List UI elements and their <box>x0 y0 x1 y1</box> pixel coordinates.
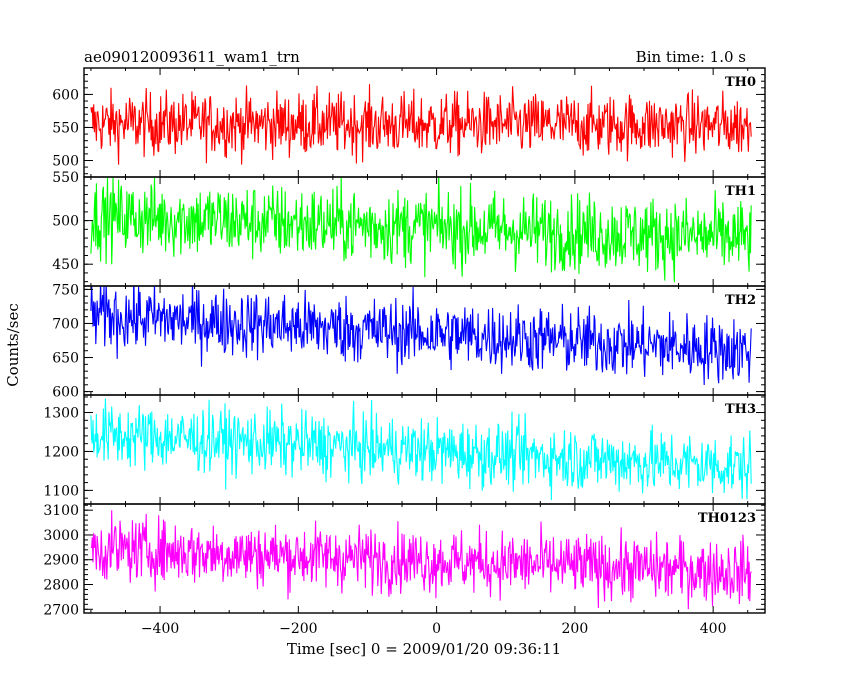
panel-label-th0: TH0 <box>725 75 756 90</box>
x-tick-label: 200 <box>562 621 589 637</box>
panel-th0: 500 550 600 TH0 <box>52 67 766 178</box>
panel-th2: 600 650 700 750 TH2 <box>52 282 766 401</box>
y-tick-label: 600 <box>52 385 79 401</box>
y-tick-label: 500 <box>52 153 79 169</box>
x-axis-label: Time [sec] 0 = 2009/01/20 09:36:11 <box>287 640 561 658</box>
y-tick-label: 600 <box>52 87 79 103</box>
series-th3-line <box>90 398 752 501</box>
y-tick-label: 2900 <box>43 553 79 569</box>
y-tick-label: 3000 <box>43 528 79 544</box>
series-th0123-line <box>90 510 752 610</box>
panel-frame <box>83 503 766 614</box>
panel-stack: 500550600TH0450500550TH1600650700750TH21… <box>43 67 766 618</box>
y-tick-label: 2800 <box>43 578 79 594</box>
panel-th3: 1100 1200 1300 TH3 <box>43 394 766 505</box>
y-tick-label: 1300 <box>43 406 79 422</box>
panel-label-th3: TH3 <box>725 402 756 417</box>
bin-time-label: Bin time: 1.0 s <box>636 48 746 66</box>
series-th1-line <box>90 177 752 283</box>
y-tick-label: 3100 <box>43 503 79 519</box>
y-tick-label: 750 <box>52 282 79 298</box>
y-tick-label: 650 <box>52 351 79 367</box>
panel-label-th2: TH2 <box>725 293 756 308</box>
x-tick-label: −200 <box>279 621 317 637</box>
series-th0-line <box>90 84 752 165</box>
x-tick-label: 0 <box>432 621 441 637</box>
y-tick-label: 500 <box>52 214 79 230</box>
panel-th1: 450 500 550 TH1 <box>52 170 766 287</box>
panel-label-th1: TH1 <box>725 184 756 199</box>
y-tick-label: 700 <box>52 316 79 332</box>
y-tick-label: 450 <box>52 257 79 273</box>
panel-label-th0123: TH0123 <box>698 511 756 526</box>
y-tick-label: 2700 <box>43 602 79 618</box>
y-axis-label: Counts/sec <box>4 303 22 387</box>
y-tick-label: 1200 <box>43 444 79 460</box>
x-tick-label: 400 <box>700 621 727 637</box>
series-th2-line <box>90 286 752 386</box>
x-tick-label: −400 <box>141 621 179 637</box>
chart-title: ae090120093611_wam1_trn <box>84 48 300 66</box>
y-tick-label: 550 <box>52 120 79 136</box>
x-axis-ticks: −400 −200 0 200 400 <box>141 621 727 637</box>
panel-th0123: 2700 2800 2900 3000 3100 TH0123 <box>43 503 766 618</box>
y-tick-label: 550 <box>52 170 79 186</box>
y-tick-label: 1100 <box>43 483 79 499</box>
